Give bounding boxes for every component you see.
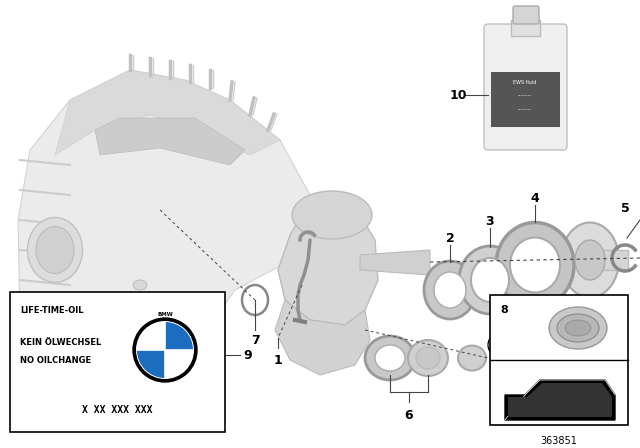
Text: EWS fluid: EWS fluid	[513, 79, 537, 85]
Ellipse shape	[510, 237, 560, 293]
Ellipse shape	[424, 261, 476, 319]
FancyBboxPatch shape	[484, 24, 567, 150]
Ellipse shape	[408, 340, 448, 376]
Polygon shape	[18, 70, 310, 370]
Ellipse shape	[88, 295, 102, 305]
Text: 6: 6	[404, 409, 413, 422]
Circle shape	[133, 318, 197, 382]
Ellipse shape	[292, 191, 372, 239]
Wedge shape	[165, 350, 193, 378]
Ellipse shape	[458, 345, 486, 370]
Ellipse shape	[434, 272, 466, 308]
Ellipse shape	[416, 347, 440, 369]
Text: X XX XXX XXX: X XX XXX XXX	[83, 405, 153, 415]
Ellipse shape	[549, 307, 607, 349]
Bar	[491, 72, 560, 127]
Wedge shape	[137, 322, 165, 350]
Text: 363851: 363851	[541, 436, 577, 446]
Ellipse shape	[565, 320, 591, 336]
Ellipse shape	[471, 258, 509, 302]
Ellipse shape	[103, 325, 117, 335]
Text: --------: --------	[518, 108, 532, 112]
Text: 8: 8	[500, 305, 508, 315]
Ellipse shape	[148, 345, 162, 355]
Text: 1: 1	[274, 353, 282, 366]
Ellipse shape	[575, 240, 605, 280]
Text: LIFE-TIME-OIL: LIFE-TIME-OIL	[20, 306, 83, 314]
Text: --------: --------	[518, 94, 532, 99]
Text: BMW: BMW	[157, 311, 173, 316]
Text: NO OILCHANGE: NO OILCHANGE	[20, 356, 91, 365]
Polygon shape	[275, 300, 370, 375]
Ellipse shape	[365, 336, 415, 380]
Text: 5: 5	[621, 202, 629, 215]
Text: 8: 8	[497, 340, 502, 349]
Polygon shape	[55, 70, 280, 155]
Circle shape	[136, 321, 194, 379]
Polygon shape	[505, 380, 615, 420]
Ellipse shape	[28, 217, 83, 283]
Ellipse shape	[375, 345, 405, 371]
Bar	[490, 295, 628, 425]
Text: 2: 2	[445, 232, 454, 245]
Circle shape	[488, 333, 512, 357]
Text: 10: 10	[449, 89, 467, 102]
Bar	[10, 292, 225, 432]
Text: KEIN ÖLWECHSEL: KEIN ÖLWECHSEL	[20, 337, 101, 346]
Polygon shape	[360, 250, 430, 275]
Ellipse shape	[459, 246, 521, 314]
Polygon shape	[95, 118, 245, 165]
Ellipse shape	[496, 223, 574, 307]
FancyBboxPatch shape	[513, 6, 539, 24]
Polygon shape	[278, 205, 378, 325]
Ellipse shape	[36, 227, 74, 273]
Ellipse shape	[133, 280, 147, 290]
Wedge shape	[165, 322, 193, 350]
Wedge shape	[137, 350, 165, 378]
Text: 9: 9	[244, 349, 252, 362]
Polygon shape	[508, 383, 612, 417]
Text: 7: 7	[251, 333, 259, 346]
Bar	[590, 250, 628, 270]
Ellipse shape	[557, 314, 599, 342]
Bar	[511, 20, 540, 36]
Text: 4: 4	[531, 191, 540, 204]
Text: 3: 3	[486, 215, 494, 228]
Ellipse shape	[561, 223, 619, 297]
